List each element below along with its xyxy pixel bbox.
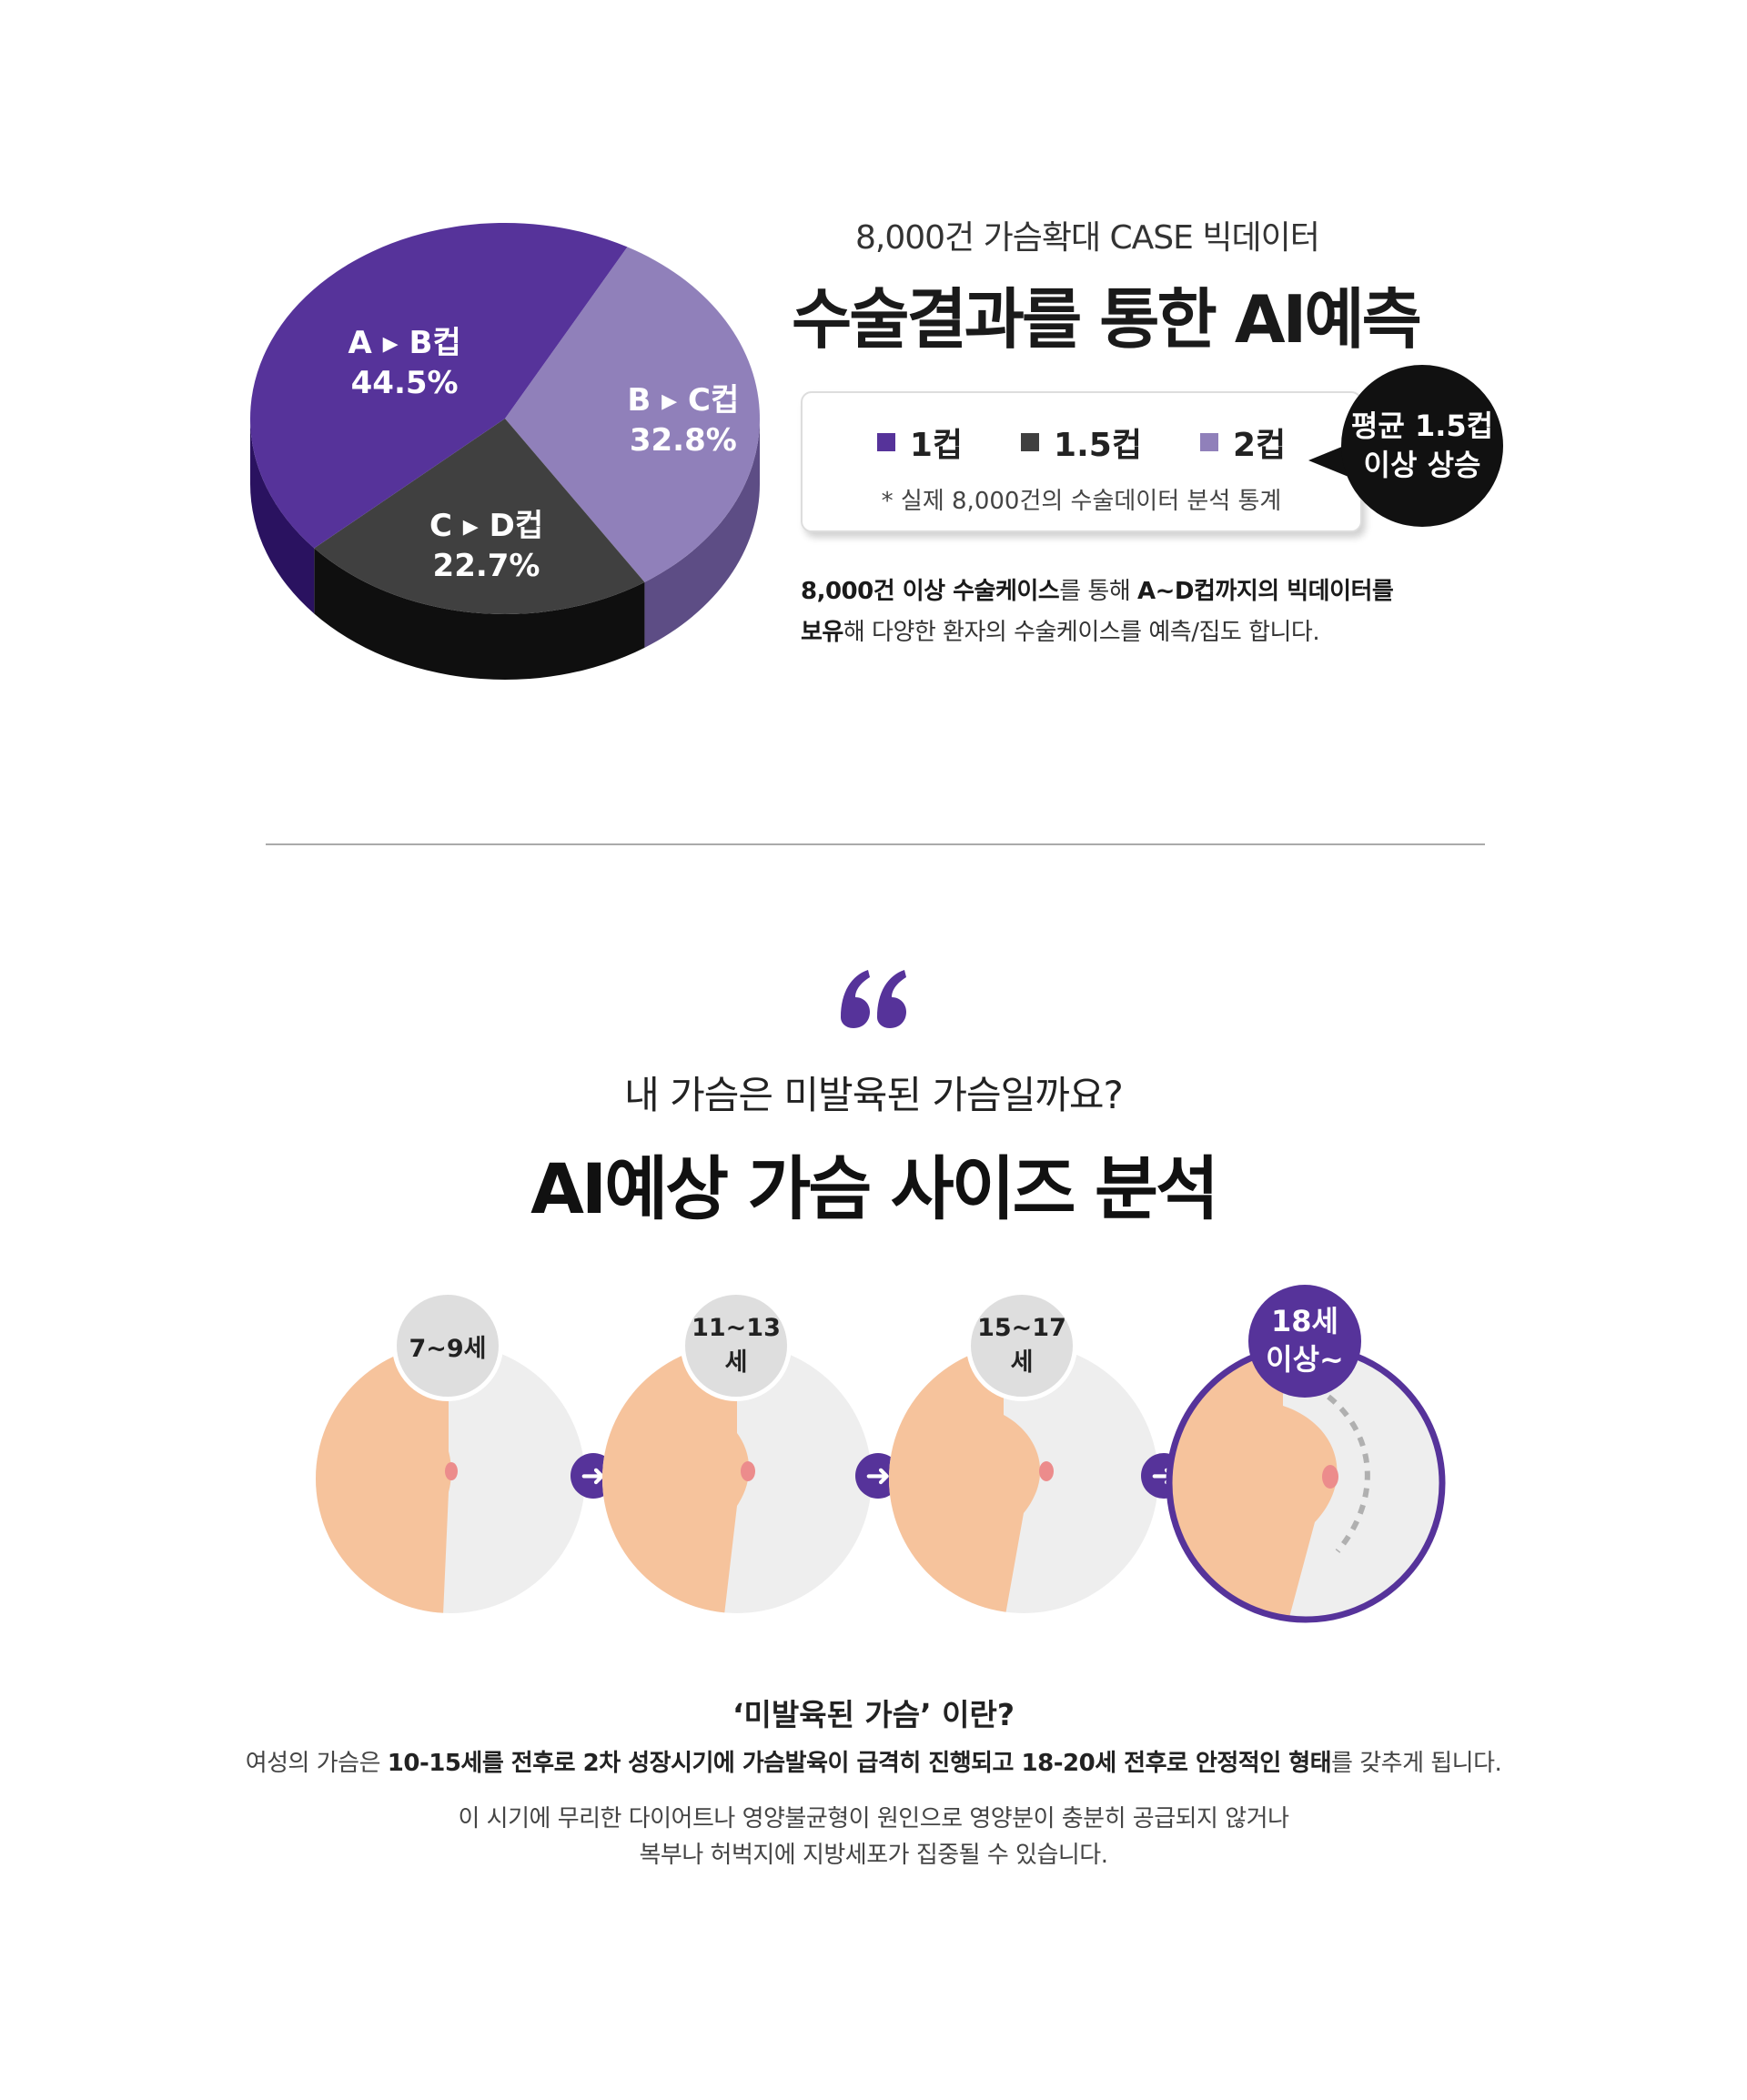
desc-bold: 8,000건 이상 수술케이스 (801, 578, 1060, 605)
pie-label-0: A ▸ B컵 (348, 325, 461, 361)
pie-side-0 (250, 419, 315, 614)
legend-box: 1컵 1.5컵 2컵 * 실제 8,000건의 수술데이터 분석 통계 (801, 391, 1362, 532)
legend-note: * 실제 8,000건의 수술데이터 분석 통계 (881, 488, 1282, 515)
pie-value-2: 22.7% (433, 548, 540, 584)
stage-illustration-1 (316, 1344, 585, 1613)
age-badge-11-13: 11~13세 (681, 1290, 792, 1401)
section2-title: AI예상 가슴 사이즈 분석 (530, 1148, 1219, 1229)
pie-slice-1 (505, 247, 760, 582)
average-bubble: 평균 1.5컵 이상 상승 (1341, 365, 1503, 527)
pie-side-1 (644, 419, 760, 648)
p1-bold: 10-15세를 전후로 2차 성장시기에 가슴발육이 급격히 진행되고 18-2… (387, 1750, 1332, 1777)
section1-subtitle: 8,000건 가슴확대 CASE 빅데이터 (855, 219, 1320, 257)
pie-side-2 (314, 548, 645, 680)
pie-value-1: 32.8% (630, 422, 737, 459)
section-divider (266, 843, 1485, 845)
section1-description: 8,000건 이상 수술케이스를 통해 A~D컵까지의 빅데이터를 보유해 다양… (801, 571, 1492, 653)
desc-bold: 보유 (801, 619, 843, 646)
bubble-line1: 평균 1.5컵 (1350, 408, 1494, 443)
section2-subtitle: 내 가슴은 미발육된 가슴일까요? (624, 1073, 1124, 1117)
p2-line2: 복부나 허벅지에 지방세포가 집중될 수 있습니다. (639, 1842, 1109, 1869)
age-badge-7-9: 7~9세 (392, 1290, 503, 1401)
pie-label-2: C ▸ D컵 (429, 508, 543, 544)
legend-item-1cup: 1컵 (876, 419, 964, 466)
p1-text: 를 갖추게 됩니다. (1331, 1750, 1502, 1777)
legend: 1컵 1.5컵 2컵 (803, 419, 1360, 466)
quote-icon (841, 970, 906, 1028)
legend-item-1-5cup: 1.5컵 (1021, 419, 1142, 466)
legend-label: 1컵 (909, 427, 964, 464)
legend-label: 1.5컵 (1054, 427, 1142, 464)
legend-swatch (876, 433, 895, 451)
definition-paragraph-1: 여성의 가슴은 10-15세를 전후로 2차 성장시기에 가슴발육이 급격히 진… (0, 1744, 1747, 1778)
section1-title: 수술결과를 통한 AI예측 (792, 281, 1422, 358)
pie-slice-0 (250, 223, 628, 549)
legend-label: 2컵 (1232, 427, 1287, 464)
legend-swatch (1021, 433, 1040, 451)
age-line1: 18세 (1271, 1304, 1338, 1339)
age-badge-18-plus: 18세 이상~ (1248, 1285, 1361, 1398)
pie-slice-2 (314, 419, 645, 614)
pie-value-0: 44.5% (351, 365, 459, 401)
age-line2: 이상~ (1266, 1342, 1344, 1377)
desc-text: 를 통해 (1059, 578, 1138, 605)
p2-line1: 이 시기에 무리한 다이어트나 영양불균형이 원인으로 영양분이 충분히 공급되… (458, 1805, 1289, 1832)
definition-heading: ‘미발육된 가슴’ 이란? (732, 1697, 1015, 1732)
p1-text: 여성의 가슴은 (245, 1750, 388, 1777)
pie-label-1: B ▸ C컵 (627, 382, 739, 419)
age-badge-15-17: 15~17세 (966, 1290, 1077, 1401)
desc-bold: A~D컵까지의 빅데이터를 (1137, 578, 1394, 605)
bubble-line2: 이상 상승 (1363, 448, 1481, 482)
definition-paragraph-2: 이 시기에 무리한 다이어트나 영양불균형이 원인으로 영양분이 충분히 공급되… (0, 1801, 1747, 1873)
pie-sides (250, 419, 760, 680)
legend-item-2cup: 2컵 (1199, 419, 1287, 466)
arrow-right-icon: ➜ (571, 1453, 616, 1499)
desc-text: 해 다양한 환자의 수술케이스를 예측/집도 합니다. (843, 619, 1320, 646)
legend-swatch (1199, 433, 1218, 451)
pie-tops (250, 223, 760, 614)
